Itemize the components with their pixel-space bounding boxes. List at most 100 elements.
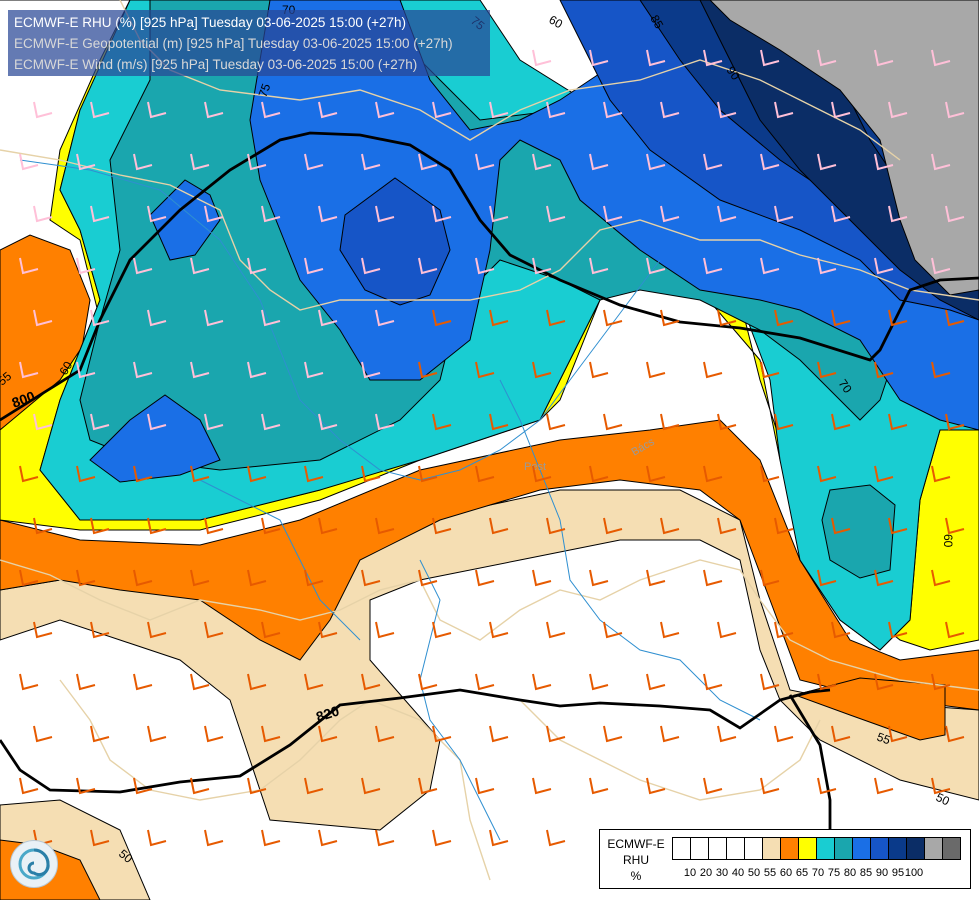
wind-barb <box>432 413 452 431</box>
wind-barb <box>874 153 894 171</box>
wind-barb <box>831 413 851 431</box>
wind-barb <box>432 205 452 223</box>
wind-barb <box>247 569 267 587</box>
wind-barb <box>90 725 110 743</box>
legend-tick-label: 85 <box>859 867 873 879</box>
wind-barb <box>247 673 267 691</box>
wind-barb <box>646 153 666 171</box>
wind-barb <box>133 257 153 275</box>
legend-swatch <box>816 837 835 860</box>
wind-barb <box>304 777 324 795</box>
wind-barb <box>546 205 566 223</box>
wind-barb <box>33 101 53 119</box>
wind-barb <box>760 153 780 171</box>
wind-barb <box>489 517 509 535</box>
wind-barb <box>831 725 851 743</box>
wind-barb <box>361 257 381 275</box>
wind-barb <box>375 829 395 847</box>
wind-barb <box>475 153 495 171</box>
wind-barb <box>318 517 338 535</box>
wind-barb <box>475 673 495 691</box>
wind-barb <box>703 153 723 171</box>
wind-barb <box>945 413 965 431</box>
wind-barb <box>817 777 837 795</box>
title-rhu: ECMWF-E RHU (%) [925 hPa] Tuesday 03-06-… <box>14 15 407 30</box>
wind-barb <box>489 205 509 223</box>
wind-barb <box>589 153 609 171</box>
wind-barb <box>703 257 723 275</box>
legend-swatch <box>942 837 961 860</box>
legend-tick-label: 80 <box>843 867 857 879</box>
wind-barb <box>774 413 794 431</box>
wind-barb <box>361 465 381 483</box>
wind-barb <box>817 257 837 275</box>
wind-barb <box>760 361 780 379</box>
wind-barb <box>660 309 680 327</box>
wind-barb <box>532 49 552 67</box>
wind-barb <box>475 777 495 795</box>
wind-barb <box>888 517 908 535</box>
wind-barb <box>831 205 851 223</box>
wind-barb <box>931 465 951 483</box>
wind-barb <box>375 725 395 743</box>
wind-barb <box>432 309 452 327</box>
wind-barb <box>19 153 39 171</box>
rhu-legend: ECMWF-E RHU % 10 20 30 40 50 55 60 65 70 75 80 85 90… <box>599 829 971 889</box>
wind-barb <box>90 101 110 119</box>
wind-barb <box>147 725 167 743</box>
legend-tick-label: 95 <box>891 867 905 879</box>
wind-barb <box>931 361 951 379</box>
wind-barb <box>817 569 837 587</box>
wind-barb <box>147 829 167 847</box>
wind-barb <box>204 309 224 327</box>
wind-barb <box>831 621 851 639</box>
wind-barb <box>33 621 53 639</box>
wind-barb <box>318 101 338 119</box>
wind-barb <box>874 49 894 67</box>
wind-barb <box>532 361 552 379</box>
wind-barb <box>831 517 851 535</box>
wind-barb <box>133 153 153 171</box>
wind-barb <box>261 413 281 431</box>
wind-barb <box>475 569 495 587</box>
wind-barb <box>532 153 552 171</box>
wind-barb <box>361 361 381 379</box>
legend-tick-label: 75 <box>827 867 841 879</box>
wind-barb <box>589 361 609 379</box>
wind-barb <box>361 569 381 587</box>
legend-tick-label: 40 <box>731 867 745 879</box>
wind-barb <box>90 829 110 847</box>
wind-barb <box>945 101 965 119</box>
wind-barb <box>318 205 338 223</box>
wind-barb <box>888 725 908 743</box>
wind-barb <box>147 517 167 535</box>
isoline-800 <box>0 131 979 422</box>
wind-barb <box>304 153 324 171</box>
wind-barb <box>261 621 281 639</box>
wind-barb <box>418 361 438 379</box>
wind-barb <box>603 725 623 743</box>
legend-tick-label: 90 <box>875 867 889 879</box>
place-label-pest: Pest <box>524 461 546 473</box>
wind-barb <box>931 777 951 795</box>
wind-barb <box>774 101 794 119</box>
wind-barb <box>204 101 224 119</box>
wind-barb <box>375 413 395 431</box>
legend-swatch <box>870 837 889 860</box>
wind-barb <box>646 569 666 587</box>
river-3 <box>499 379 761 721</box>
wind-barb <box>190 257 210 275</box>
wind-barb <box>190 673 210 691</box>
wind-barb <box>489 309 509 327</box>
wind-barb <box>76 257 96 275</box>
wind-barb <box>532 569 552 587</box>
legend-tick-label: 50 <box>747 867 761 879</box>
wind-barb <box>931 673 951 691</box>
title-geopotential: ECMWF-E Geopotential (m) [925 hPa] Tuesd… <box>14 36 453 51</box>
wind-barb <box>76 153 96 171</box>
wind-barb <box>261 829 281 847</box>
wind-barb <box>874 465 894 483</box>
wind-barb <box>603 413 623 431</box>
isoline-820 <box>0 688 831 794</box>
legend-tick-label: 70 <box>811 867 825 879</box>
